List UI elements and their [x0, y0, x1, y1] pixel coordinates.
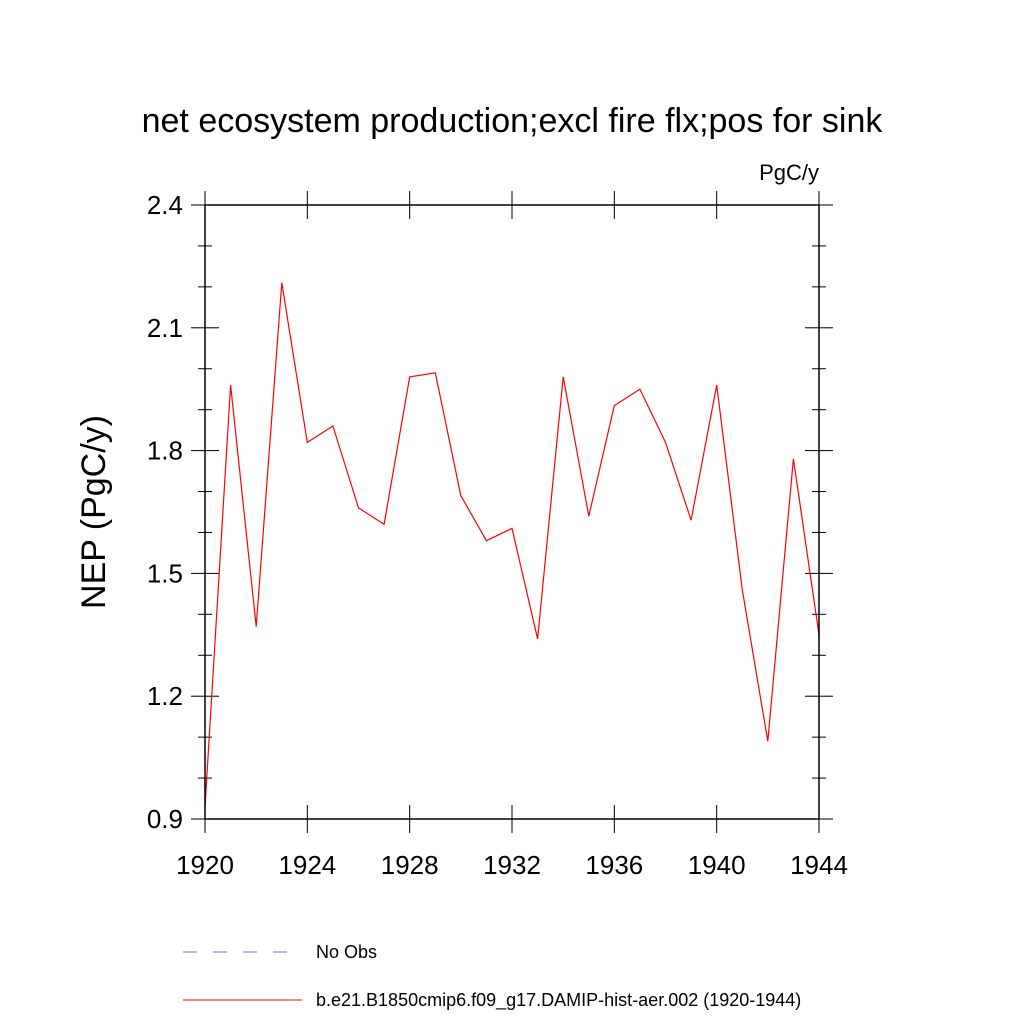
series-layer — [204, 282, 820, 807]
y-tick-label: 1.2 — [147, 681, 183, 711]
units-label: PgC/y — [759, 160, 819, 185]
y-axis-label: NEP (PgC/y) — [75, 415, 113, 609]
y-tick-label: 0.9 — [147, 804, 183, 834]
y-tick-label: 1.5 — [147, 558, 183, 588]
y-tick-label: 2.4 — [147, 190, 183, 220]
legend-label: No Obs — [316, 942, 377, 962]
y-tick-label: 1.8 — [147, 436, 183, 466]
x-tick-label: 1940 — [688, 850, 746, 880]
legend: No Obs b.e21.B1850cmip6.f09_g17.DAMIP-his… — [183, 942, 801, 1011]
x-tick-label: 1928 — [381, 850, 439, 880]
x-tick-label: 1924 — [278, 850, 336, 880]
x-tick-label: 1920 — [176, 850, 234, 880]
x-tick-label: 1932 — [483, 850, 541, 880]
series-line — [204, 282, 820, 807]
chart-title: net ecosystem production;excl fire flx;p… — [142, 102, 884, 140]
axis-ticks: 1920 1924 1928 1932 1936 1940 1944 0.9 1.2 1.5 1.8… — [147, 190, 848, 880]
plot-frame — [204, 204, 820, 820]
y-tick-label: 2.1 — [147, 313, 183, 343]
x-tick-label: 1944 — [790, 850, 848, 880]
x-tick-label: 1936 — [585, 850, 643, 880]
legend-label: b.e21.B1850cmip6.f09_g17.DAMIP-hist-aer.… — [316, 990, 801, 1011]
